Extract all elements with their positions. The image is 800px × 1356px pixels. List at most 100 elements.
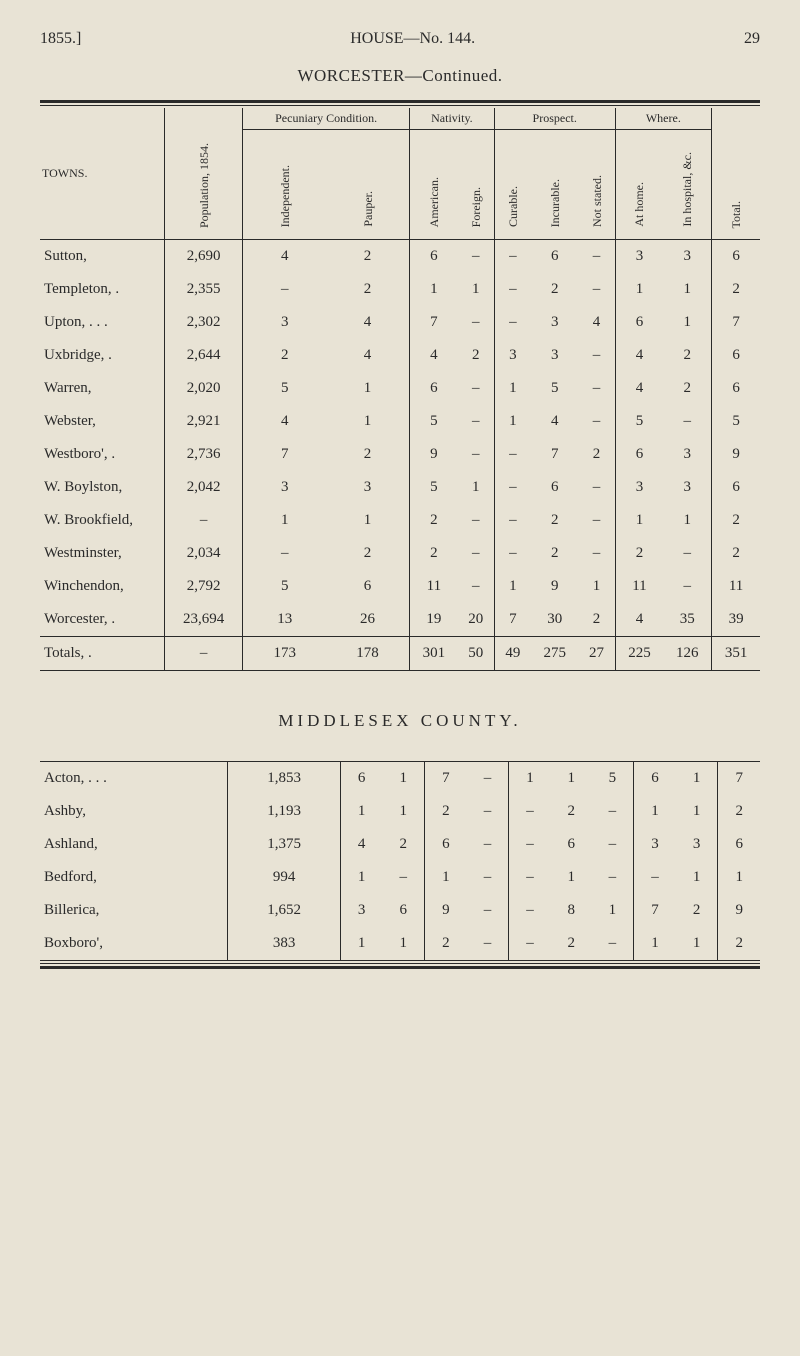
cell-inc: 6 (531, 240, 579, 274)
cell-inc: 8 (551, 894, 592, 927)
cell-cu: – (494, 438, 531, 471)
cell-ind: 3 (243, 306, 326, 339)
cell-tot: 2 (712, 537, 760, 570)
cell-inc: 275 (531, 637, 579, 671)
cell-inc: 2 (531, 504, 579, 537)
cell-ih: 1 (663, 306, 711, 339)
cell-ns: – (578, 240, 615, 274)
cell-cu: – (509, 795, 551, 828)
cell-pau: 1 (382, 795, 424, 828)
cell-town: Bedford, (40, 861, 228, 894)
group-nativity: Nativity. (409, 108, 494, 130)
table-row: W. Boylston,2,0423351–6–336 (40, 471, 760, 504)
cell-cu: 1 (509, 762, 551, 795)
table-row: Uxbridge, .2,644244233–426 (40, 339, 760, 372)
cell-am: 11 (409, 570, 457, 603)
cell-ind: 3 (340, 894, 382, 927)
cell-am: 7 (409, 306, 457, 339)
cell-inc: 1 (551, 861, 592, 894)
cell-ah: 3 (634, 828, 676, 861)
cell-town: Worcester, . (40, 603, 165, 637)
cell-am: 7 (425, 762, 467, 795)
cell-cu: 1 (494, 570, 531, 603)
table-row: Boxboro',383112––2–112 (40, 927, 760, 960)
cell-town: W. Brookfield, (40, 504, 165, 537)
cell-tot: 2 (712, 273, 760, 306)
cell-pau: 2 (326, 537, 409, 570)
cell-fo: – (458, 405, 495, 438)
cell-pop: 2,355 (165, 273, 243, 306)
cell-inc: 2 (531, 273, 579, 306)
cell-ih: 126 (663, 637, 711, 671)
cell-inc: 6 (551, 828, 592, 861)
cell-cu: – (494, 273, 531, 306)
towns-column-label: TOWNS. (42, 166, 87, 180)
group-pecuniary: Pecuniary Condition. (243, 108, 410, 130)
cell-ind: 6 (340, 762, 382, 795)
cell-pop: 1,652 (228, 894, 340, 927)
cell-am: 2 (425, 927, 467, 960)
cell-ns: – (578, 273, 615, 306)
cell-inc: 2 (551, 795, 592, 828)
cell-fo: 1 (458, 273, 495, 306)
cell-ah: 1 (634, 795, 676, 828)
header-left: 1855.] (40, 30, 81, 48)
cell-inc: 1 (551, 762, 592, 795)
table-row: Totals, .–173178301504927527225126351 (40, 637, 760, 671)
cell-pop: 994 (228, 861, 340, 894)
cell-am: 4 (409, 339, 457, 372)
cell-am: 2 (409, 537, 457, 570)
cell-fo: 2 (458, 339, 495, 372)
cell-ih: 3 (663, 471, 711, 504)
cell-fo: 20 (458, 603, 495, 637)
cell-pau: 6 (326, 570, 409, 603)
cell-ns: 4 (578, 306, 615, 339)
cell-ah: 3 (615, 240, 663, 274)
cell-am: 6 (409, 240, 457, 274)
cell-pau: 2 (326, 273, 409, 306)
cell-pop: 383 (228, 927, 340, 960)
cell-ns: 2 (578, 603, 615, 637)
cell-town: Boxboro', (40, 927, 228, 960)
cell-fo: – (458, 372, 495, 405)
cell-ih: – (663, 570, 711, 603)
cell-tot: 6 (712, 372, 760, 405)
cell-ih: – (663, 537, 711, 570)
cell-fo: – (467, 894, 509, 927)
cell-ah: 1 (634, 927, 676, 960)
cell-ind: 173 (243, 637, 326, 671)
cell-tot: 2 (712, 504, 760, 537)
table-row: Billerica,1,652369––81729 (40, 894, 760, 927)
cell-inc: 4 (531, 405, 579, 438)
cell-tot: 5 (712, 405, 760, 438)
cell-tot: 6 (718, 828, 760, 861)
cell-am: 1 (409, 273, 457, 306)
table-row: Worcester, .23,69413261920730243539 (40, 603, 760, 637)
cell-ns: – (592, 927, 634, 960)
cell-fo: – (458, 438, 495, 471)
cell-inc: 7 (531, 438, 579, 471)
cell-cu: 1 (494, 405, 531, 438)
cell-ns: – (578, 405, 615, 438)
cell-ah: 6 (634, 762, 676, 795)
cell-ih: 2 (663, 372, 711, 405)
col-foreign: Foreign. (470, 183, 482, 231)
worcester-table: TOWNS. Population, 1854. Pecuniary Condi… (40, 108, 760, 670)
cell-am: 5 (409, 471, 457, 504)
cell-tot: 39 (712, 603, 760, 637)
cell-town: Acton, . . . (40, 762, 228, 795)
col-inhospital: In hospital, &c. (681, 148, 693, 231)
bottom-rule-1 (40, 960, 760, 961)
col-athome: At home. (633, 178, 645, 231)
cell-tot: 11 (712, 570, 760, 603)
cell-fo: – (458, 240, 495, 274)
cell-pau: 4 (326, 306, 409, 339)
cell-pau: 178 (326, 637, 409, 671)
cell-ah: 6 (615, 306, 663, 339)
table-row: Westboro', .2,736729––72639 (40, 438, 760, 471)
cell-fo: – (458, 570, 495, 603)
table-row: Bedford,9941–1––1––11 (40, 861, 760, 894)
cell-ind: 3 (243, 471, 326, 504)
cell-fo: – (467, 861, 509, 894)
cell-town: Billerica, (40, 894, 228, 927)
